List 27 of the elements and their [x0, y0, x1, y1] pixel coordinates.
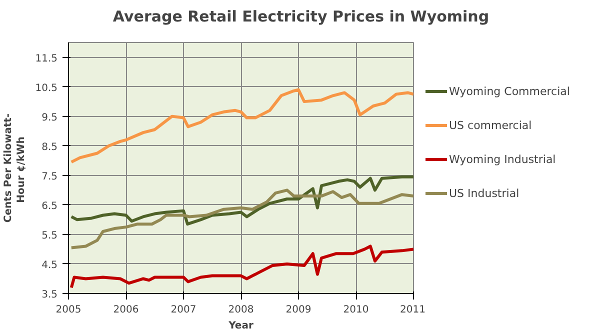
- x-tick-label: 2006: [113, 304, 139, 316]
- y-tick-label: 5.5: [42, 230, 58, 242]
- x-tick-label: 2008: [228, 304, 254, 316]
- line-series: [70, 188, 414, 250]
- x-tick-label: 2011: [400, 304, 426, 316]
- legend-label: Wyoming Commercial: [449, 84, 570, 98]
- line-series: [70, 244, 414, 290]
- y-axis-title: Cents Per Kilowatt- Hour ¢/kWh: [3, 113, 28, 223]
- x-tick-label: 2005: [56, 304, 82, 316]
- y-tick-label: 9.5: [42, 112, 58, 124]
- legend-label: US Industrial: [449, 186, 520, 200]
- line-series: [70, 88, 414, 164]
- x-axis-title: Year: [228, 320, 254, 332]
- legend-label: US commercial: [449, 118, 532, 132]
- line-series: [70, 175, 414, 226]
- y-tick-label: 7.5: [42, 171, 58, 182]
- x-tick-label: 2007: [170, 304, 196, 316]
- y-tick-label: 11.5: [35, 53, 58, 64]
- legend-label: Wyoming Industrial: [449, 152, 556, 166]
- y-tick-label: 6.5: [42, 200, 58, 212]
- y-tick-label: 10.5: [35, 82, 58, 94]
- y-tick-label: 3.5: [42, 290, 58, 300]
- chart-title: Average Retail Electricity Prices in Wyoming: [112, 8, 490, 26]
- y-tick-label: 8.5: [42, 142, 58, 153]
- x-tick-label: 2010: [343, 304, 369, 316]
- y-tick-label: 4.5: [42, 260, 58, 271]
- x-tick-label: 2009: [286, 304, 312, 316]
